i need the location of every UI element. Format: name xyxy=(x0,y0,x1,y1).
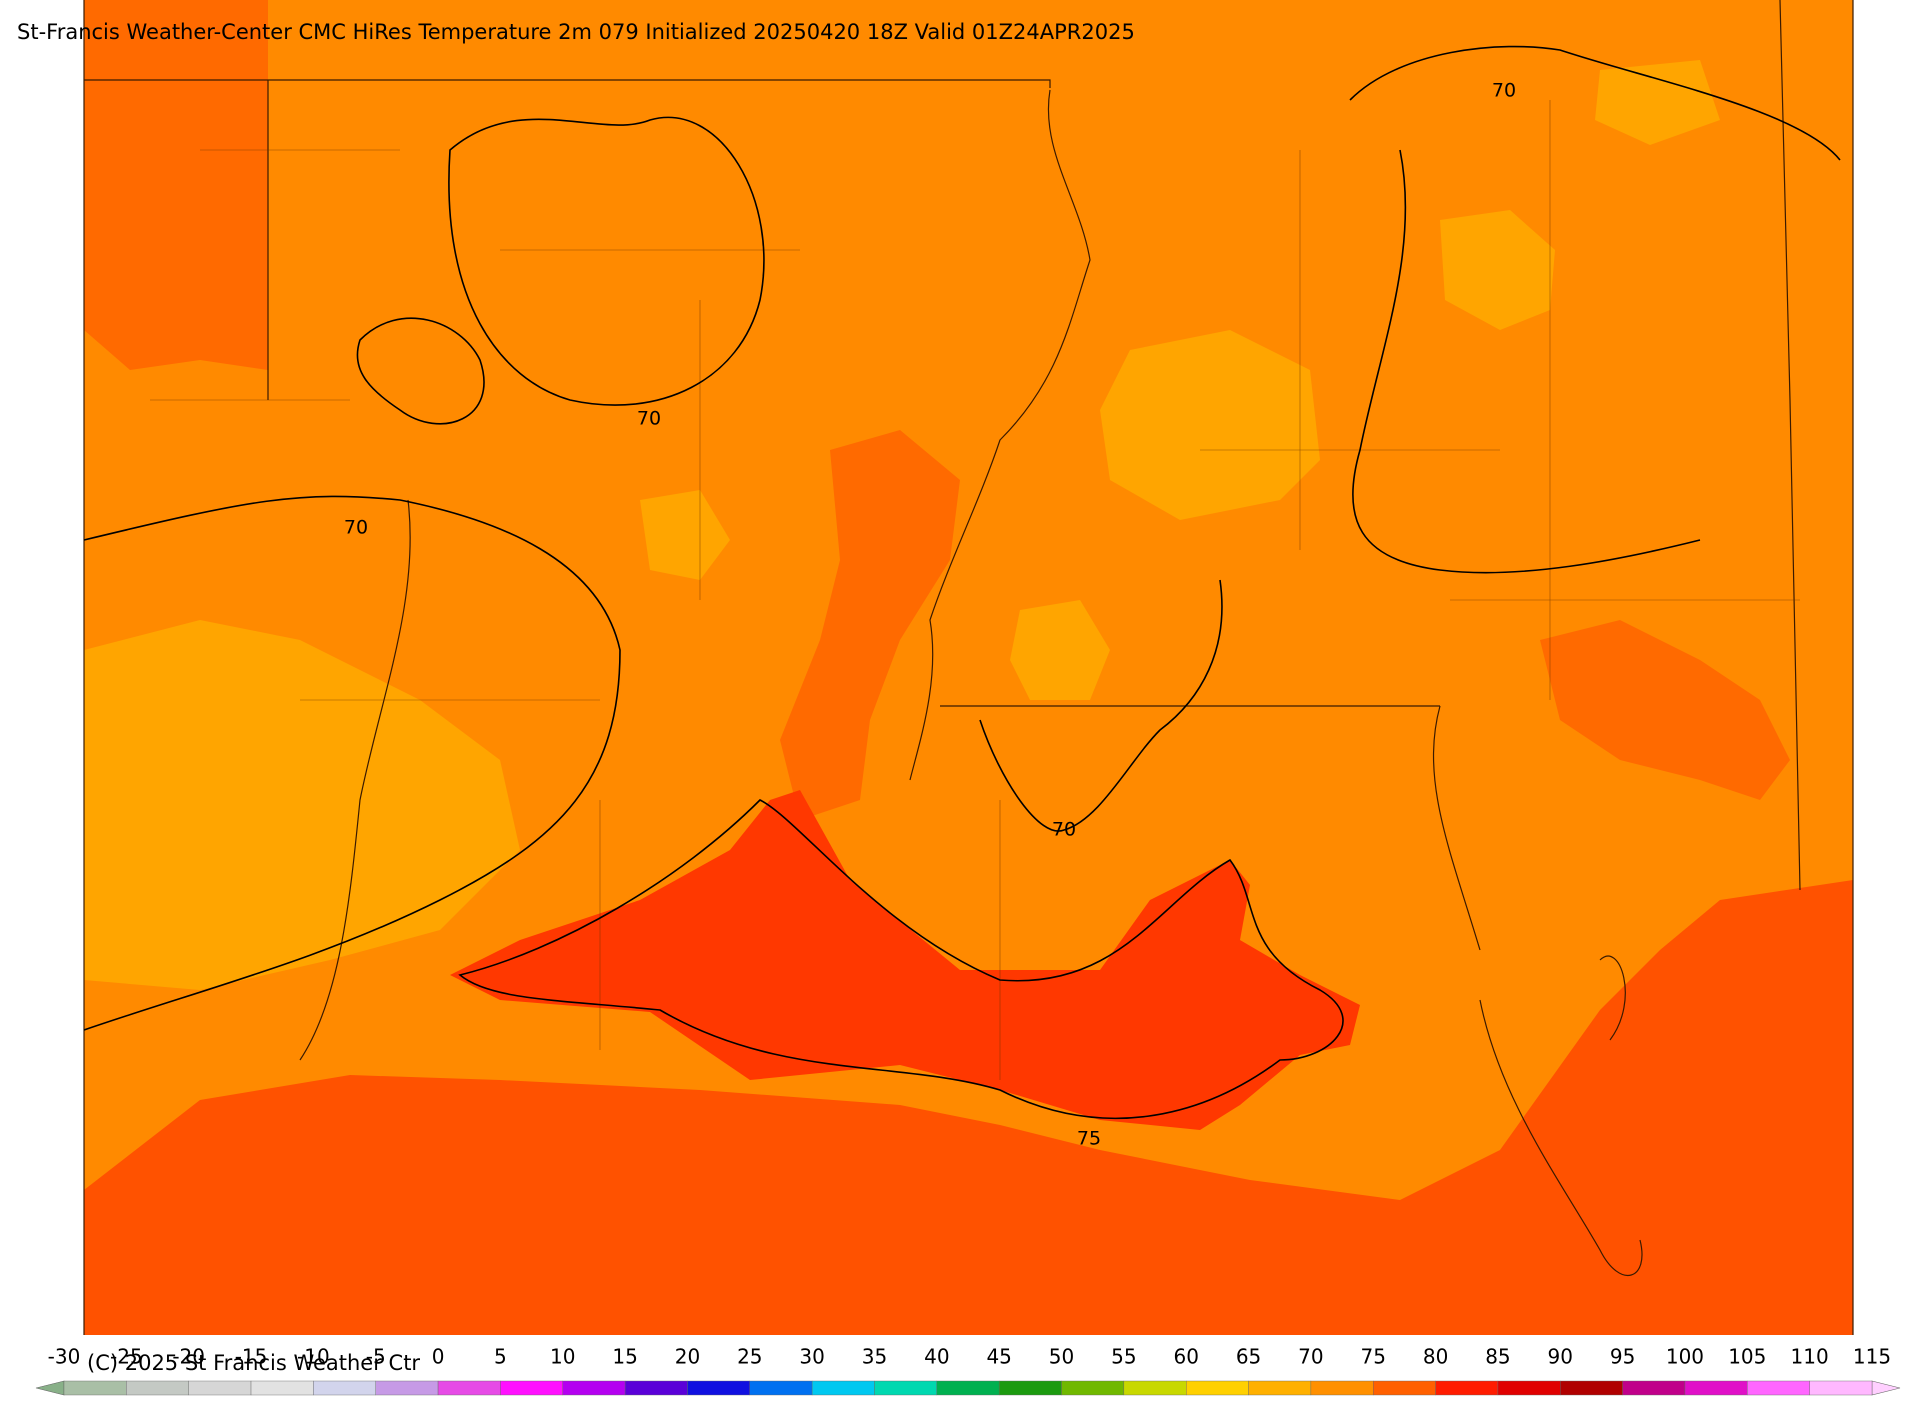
county-lines xyxy=(150,100,1800,1080)
coastline-delta xyxy=(1479,955,1643,1277)
colorbar-swatch xyxy=(874,1380,938,1396)
colorbar-swatch xyxy=(811,1380,875,1396)
colorbar-tick-label: 20 xyxy=(675,1345,700,1369)
colorbar-swatch xyxy=(1497,1380,1561,1396)
warm-region-east xyxy=(1540,620,1790,800)
state-borders xyxy=(84,79,1440,1061)
colorbar-tick-label: 85 xyxy=(1485,1345,1510,1369)
colorbar-tick-label: 55 xyxy=(1111,1345,1136,1369)
colorbar-tick-label: 45 xyxy=(986,1345,1011,1369)
colorbar-swatch xyxy=(250,1380,314,1396)
colorbar-tick-label: 40 xyxy=(924,1345,949,1369)
colorbar-swatch xyxy=(1684,1380,1748,1396)
colorbar-tick-label: 65 xyxy=(1236,1345,1261,1369)
contour-70 xyxy=(1349,45,1841,574)
colorbar-tick-label: 50 xyxy=(1049,1345,1074,1369)
contour-70 xyxy=(448,116,765,406)
contour-label: 70 xyxy=(344,517,368,539)
cool-region-alabama xyxy=(1440,210,1555,330)
colorbar-tick-label: -15 xyxy=(235,1345,268,1369)
colorbar-swatch xyxy=(1809,1380,1873,1396)
colorbar-swatch xyxy=(1373,1380,1436,1396)
colorbar-swatch xyxy=(63,1380,127,1396)
colorbar-tick-label: 100 xyxy=(1666,1345,1704,1369)
contour-label: 70 xyxy=(1052,819,1076,841)
colorbar-swatch xyxy=(562,1380,626,1396)
colorbar-swatch xyxy=(1186,1380,1249,1396)
colorbar-swatch xyxy=(1310,1380,1374,1396)
warm-region-river xyxy=(780,430,960,820)
colorbar-swatch xyxy=(1560,1380,1623,1396)
colorbar-tick-label: 105 xyxy=(1728,1345,1766,1369)
cool-region-central xyxy=(1010,600,1110,700)
map-title: St-Francis Weather-Center CMC HiRes Temp… xyxy=(17,20,1135,44)
cool-region-mississippi xyxy=(1100,330,1320,520)
colorbar-swatch xyxy=(936,1380,1000,1396)
cool-region-arkansas xyxy=(640,490,730,580)
colorbar-tick-label: 95 xyxy=(1610,1345,1635,1369)
colorbar-tick-label: 35 xyxy=(862,1345,887,1369)
colorbar-swatch xyxy=(1061,1380,1125,1396)
contour-label: 70 xyxy=(637,408,661,430)
colorbar-tick-label: -25 xyxy=(110,1345,143,1369)
colorbar-tick-label: 75 xyxy=(1361,1345,1386,1369)
colorbar-tick-label: 80 xyxy=(1423,1345,1448,1369)
colorbar-tick-label: 5 xyxy=(494,1345,507,1369)
contour-75 xyxy=(458,799,1344,1120)
contour-label: 75 xyxy=(1077,1128,1101,1150)
cool-region-northeast xyxy=(1595,60,1720,145)
colorbar-swatch xyxy=(1248,1380,1312,1396)
gulf-warm-region xyxy=(84,880,1853,1335)
colorbar-tick-label: 115 xyxy=(1853,1345,1891,1369)
colorbar-tick-label: 110 xyxy=(1791,1345,1829,1369)
colorbar-tick-label: -20 xyxy=(172,1345,205,1369)
colorbar-swatch xyxy=(500,1380,563,1396)
contour-70 xyxy=(356,317,485,425)
colorbar-swatch xyxy=(1123,1380,1187,1396)
colorbar-tick-label: 60 xyxy=(1173,1345,1198,1369)
colorbar-swatch xyxy=(624,1380,688,1396)
hot-band xyxy=(450,790,1360,1130)
colorbar: -30 -25 -20 -15 -10 -5 0 5 10 15 20 25 30 35 40 45 50 55 6… xyxy=(35,1345,1901,1396)
colorbar-swatch xyxy=(313,1380,376,1396)
colorbar-swatch xyxy=(126,1380,189,1396)
river-and-borders xyxy=(909,0,1801,951)
colorbar-swatch xyxy=(437,1380,501,1396)
map-area: 70 70 70 70 75 xyxy=(83,0,1854,1335)
colorbar-tick-label: -5 xyxy=(366,1345,386,1369)
colorbar-tick-label: 25 xyxy=(737,1345,762,1369)
colorbar-tick-label: 0 xyxy=(432,1345,445,1369)
colorbar-swatch xyxy=(998,1380,1062,1396)
colorbar-swatch xyxy=(1622,1380,1686,1396)
cool-region-texas xyxy=(84,620,520,990)
colorbar-swatch xyxy=(188,1380,252,1396)
copyright: (C) 2025 St Francis Weather Ctr xyxy=(87,1351,420,1375)
colorbar-tick-label: -10 xyxy=(297,1345,330,1369)
colorbar-tick-label: -30 xyxy=(48,1345,81,1369)
colorbar-swatch xyxy=(375,1380,439,1396)
map-frame xyxy=(83,0,1854,1335)
colorbar-swatch xyxy=(749,1380,813,1396)
colorbar-swatch xyxy=(1435,1380,1499,1396)
colorbar-tick-label: 15 xyxy=(612,1345,637,1369)
colorbar-tick-label: 90 xyxy=(1548,1345,1573,1369)
colorbar-swatch xyxy=(1747,1380,1810,1396)
contour-70 xyxy=(979,579,1223,832)
colorbar-tick-label: 10 xyxy=(550,1345,575,1369)
colorbar-tick-label: 70 xyxy=(1298,1345,1323,1369)
contour-70 xyxy=(83,495,621,1031)
colorbar-tick-label: 30 xyxy=(799,1345,824,1369)
colorbar-swatch xyxy=(687,1380,750,1396)
contour-label: 70 xyxy=(1492,80,1516,102)
warm-region-northwest xyxy=(84,0,268,370)
